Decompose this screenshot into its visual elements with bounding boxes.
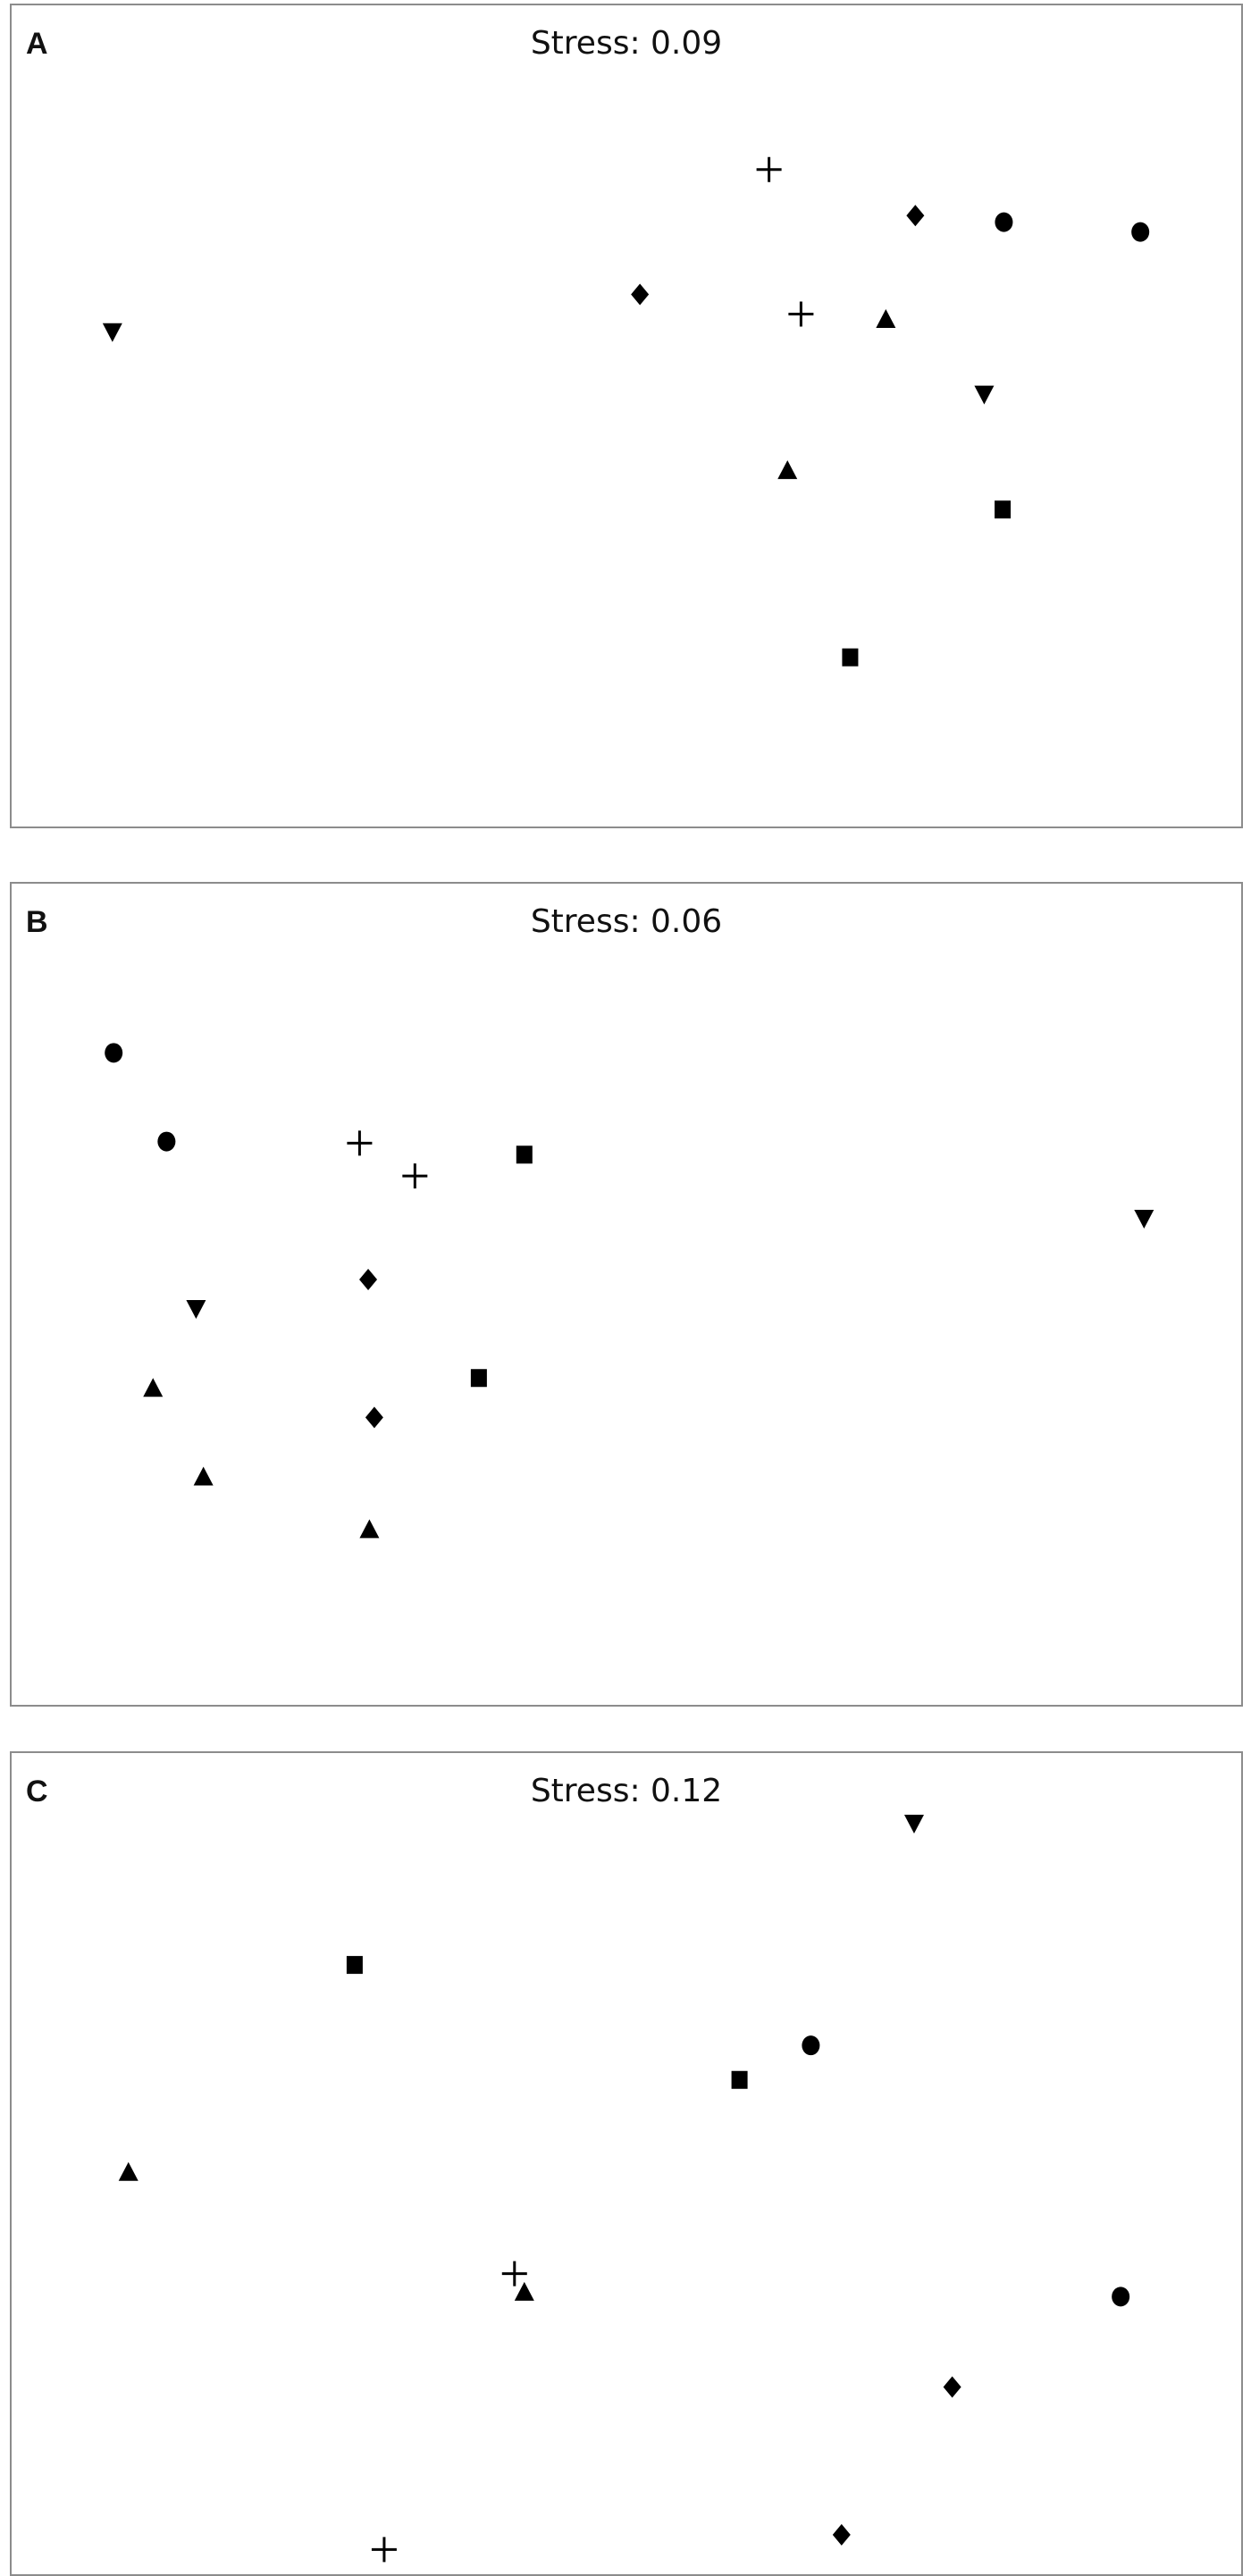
data-point-diamond <box>365 1406 383 1429</box>
panel-c: C Stress: 0.12 <box>10 1751 1243 2576</box>
data-point-plus <box>371 2537 397 2563</box>
data-point-triangle-down <box>102 323 122 342</box>
data-point-circle <box>995 212 1013 232</box>
scatter-plot-a <box>102 156 1150 667</box>
data-point-triangle-up <box>777 460 798 480</box>
data-point-square <box>731 2070 748 2089</box>
stress-title: Stress: 0.09 <box>530 25 723 62</box>
data-point-square <box>346 1956 363 1975</box>
data-point-triangle-up <box>359 1519 380 1539</box>
data-point-circle <box>105 1043 123 1063</box>
stress-title: Stress: 0.06 <box>530 903 723 940</box>
data-point-circle <box>1131 222 1150 242</box>
data-point-circle <box>157 1131 176 1152</box>
data-point-triangle-down <box>1134 1209 1154 1229</box>
scatter-plot-c <box>118 1815 1130 2563</box>
data-point-square <box>995 500 1012 519</box>
data-point-triangle-up <box>514 2281 534 2301</box>
data-point-triangle-down <box>186 1300 206 1320</box>
data-point-diamond <box>906 205 925 227</box>
data-point-plus <box>788 301 814 327</box>
data-point-plus <box>402 1163 428 1189</box>
data-point-triangle-up <box>118 2161 139 2181</box>
data-point-circle <box>802 2035 820 2056</box>
panel-label: A <box>26 27 48 61</box>
panel-a: A Stress: 0.09 <box>10 4 1243 828</box>
stress-title: Stress: 0.12 <box>530 1773 723 1809</box>
data-point-diamond <box>631 283 650 306</box>
data-point-triangle-up <box>876 309 896 329</box>
data-point-diamond <box>359 1268 378 1290</box>
data-point-plus <box>347 1130 373 1156</box>
data-point-triangle-down <box>974 385 995 405</box>
panel-label: C <box>26 1775 48 1808</box>
data-point-plus <box>501 2261 527 2287</box>
data-point-square <box>470 1369 487 1388</box>
data-point-plus <box>756 156 782 182</box>
data-point-triangle-up <box>143 1378 164 1397</box>
data-point-diamond <box>832 2523 851 2546</box>
data-point-square <box>842 648 859 667</box>
panel-label: B <box>26 905 48 939</box>
panel-b: B Stress: 0.06 <box>10 882 1243 1707</box>
data-point-triangle-up <box>193 1466 214 1486</box>
data-point-square <box>516 1145 533 1164</box>
data-point-diamond <box>943 2376 961 2398</box>
data-point-circle <box>1112 2287 1130 2307</box>
data-point-triangle-down <box>903 1815 924 1834</box>
scatter-plot-b <box>105 1043 1154 1539</box>
